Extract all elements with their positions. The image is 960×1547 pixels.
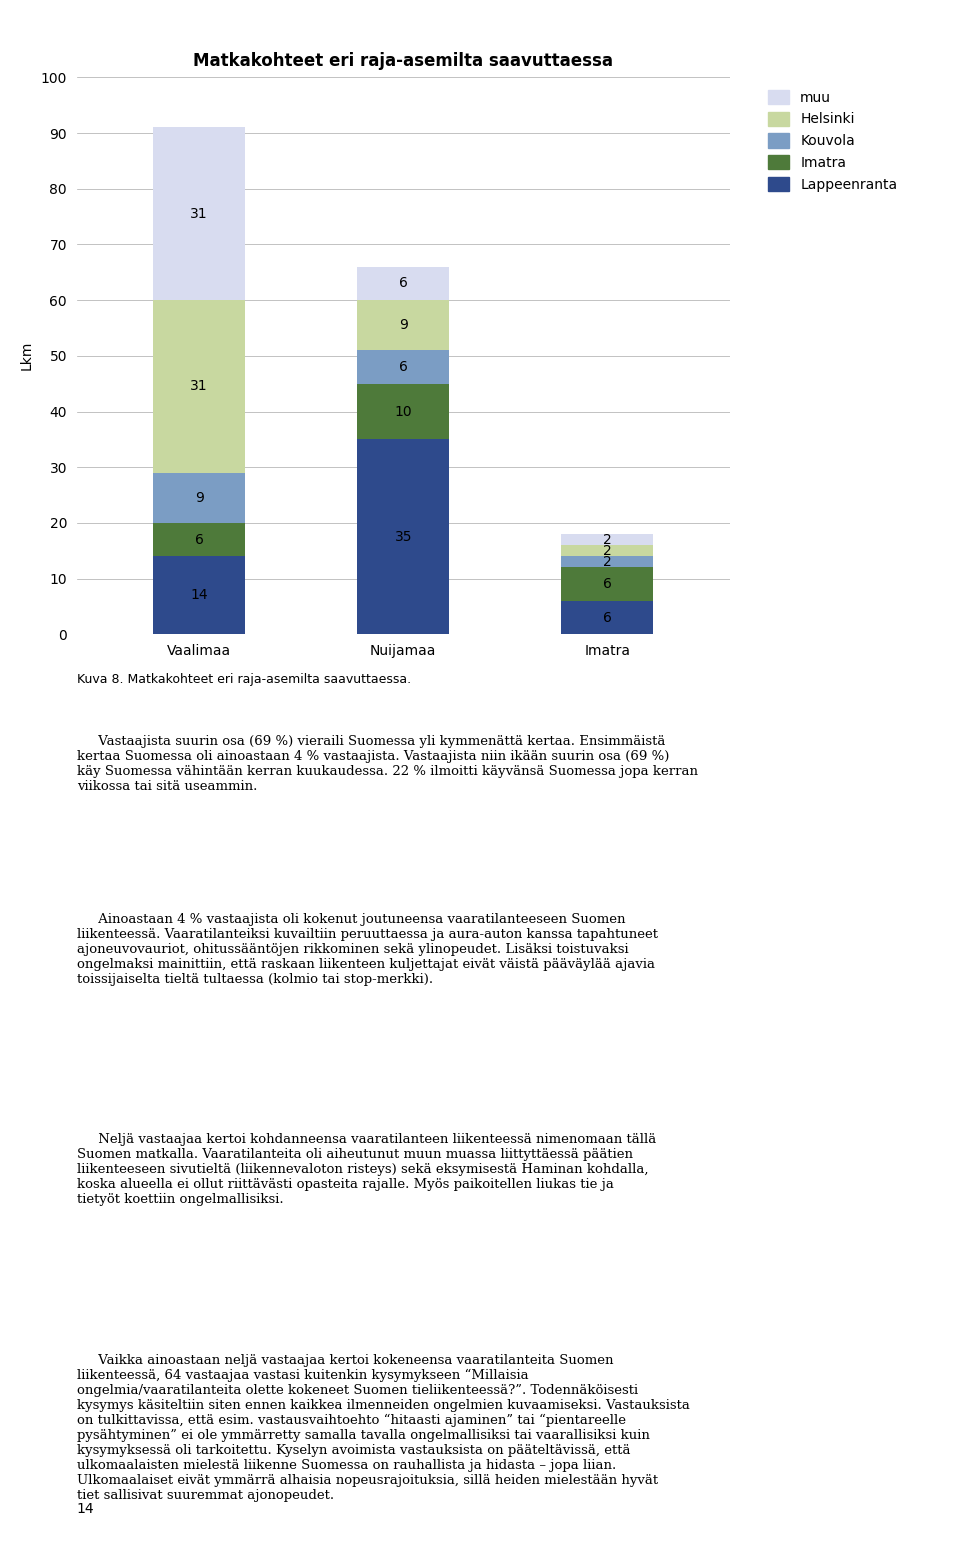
Text: Kuva 8. Matkakohteet eri raja-asemilta saavuttaessa.: Kuva 8. Matkakohteet eri raja-asemilta s… [77,673,411,685]
Text: 31: 31 [190,379,208,393]
Text: 9: 9 [398,319,408,333]
Text: 31: 31 [190,207,208,221]
Bar [154,300,245,473]
Bar [357,266,449,300]
Text: Vaikka ainoastaan neljä vastaajaa kertoi kokeneensa vaaratilanteita Suomen
liike: Vaikka ainoastaan neljä vastaajaa kertoi… [77,1354,689,1502]
Text: 14: 14 [77,1502,94,1516]
Text: 14: 14 [190,588,208,602]
Text: 9: 9 [195,490,204,504]
Text: 6: 6 [603,577,612,591]
Text: 2: 2 [603,543,612,558]
Text: 6: 6 [398,360,408,374]
Text: Neljä vastaajaa kertoi kohdanneensa vaaratilanteen liikenteessä nimenomaan tällä: Neljä vastaajaa kertoi kohdanneensa vaar… [77,1134,656,1207]
Bar [562,557,653,568]
Bar [154,557,245,634]
Bar [357,439,449,634]
Bar [154,523,245,557]
Text: 2: 2 [603,532,612,546]
Text: 6: 6 [195,532,204,546]
Title: Matkakohteet eri raja-asemilta saavuttaessa: Matkakohteet eri raja-asemilta saavuttae… [193,53,613,70]
Legend: muu, Helsinki, Kouvola, Imatra, Lappeenranta: muu, Helsinki, Kouvola, Imatra, Lappeenr… [762,84,902,196]
Text: 35: 35 [395,529,412,545]
Y-axis label: Lkm: Lkm [20,342,34,370]
Bar [562,600,653,634]
Text: Ainoastaan 4 % vastaajista oli kokenut joutuneensa vaaratilanteeseen Suomen
liik: Ainoastaan 4 % vastaajista oli kokenut j… [77,913,658,985]
Bar [357,350,449,384]
Bar [562,568,653,600]
Text: 2: 2 [603,555,612,569]
Text: Vastaajista suurin osa (69 %) vieraili Suomessa yli kymmenättä kertaa. Ensimmäis: Vastaajista suurin osa (69 %) vieraili S… [77,735,698,792]
Bar [357,300,449,350]
Bar [562,534,653,545]
Bar [357,384,449,439]
Text: 6: 6 [603,611,612,625]
Bar [154,127,245,300]
Text: 6: 6 [398,277,408,291]
Text: 10: 10 [395,404,412,419]
Bar [154,473,245,523]
Bar [562,545,653,557]
